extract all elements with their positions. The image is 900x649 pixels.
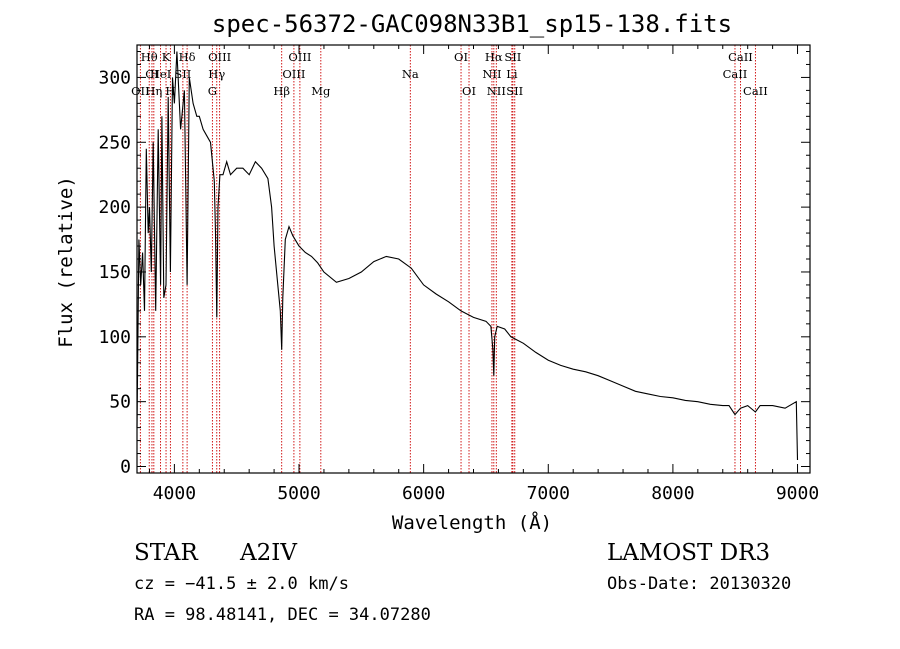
line-label-10: OIII bbox=[208, 50, 231, 64]
y-tick-label-0: 0 bbox=[120, 457, 131, 478]
line-label-4: HeI bbox=[150, 67, 171, 81]
chart-title: spec-56372-GAC098N33B1_sp15-138.fits bbox=[212, 10, 732, 38]
spectral-line-markers bbox=[139, 45, 756, 473]
y-tick-label-2: 100 bbox=[98, 327, 131, 348]
line-label-15: Mg bbox=[311, 84, 331, 98]
obs-date: Obs-Date: 20130320 bbox=[607, 574, 791, 594]
y-tick-label-4: 200 bbox=[98, 197, 131, 218]
object-subclass: A2IV bbox=[239, 540, 297, 566]
line-label-1: CI bbox=[145, 67, 158, 81]
y-axis-label: Flux (relative) bbox=[55, 176, 77, 348]
coordinates: RA = 98.48141, DEC = 34.07280 bbox=[134, 605, 431, 625]
line-label-14: OIII bbox=[288, 50, 311, 64]
line-label-27: CaII bbox=[743, 84, 768, 98]
line-label-22: SII bbox=[504, 50, 521, 64]
line-label-5: K bbox=[162, 50, 171, 64]
y-tick-label-6: 300 bbox=[98, 67, 131, 88]
line-label-11: Hγ bbox=[208, 67, 225, 81]
x-tick-label-0: 4000 bbox=[153, 483, 196, 504]
line-label-2: OII bbox=[131, 84, 150, 98]
y-tick-label-5: 250 bbox=[98, 132, 131, 153]
line-label-25: CaII bbox=[728, 50, 753, 64]
x-axis-label: Wavelength (Å) bbox=[392, 511, 552, 534]
axis-ticks: 4000 5000 6000 7000 8000 9000 0 50 100 150 200 250 3… bbox=[98, 45, 819, 504]
x-tick-label-4: 8000 bbox=[651, 483, 694, 504]
redshift-info: cz = −41.5 ± 2.0 km/s bbox=[134, 574, 349, 594]
line-label-26: CaII bbox=[723, 67, 748, 81]
line-label-18: OI bbox=[462, 84, 476, 98]
line-label-0: Hθ bbox=[141, 50, 158, 64]
y-tick-label-1: 50 bbox=[109, 392, 131, 413]
y-tick-label-3: 150 bbox=[98, 262, 131, 283]
survey-name: LAMOST DR3 bbox=[607, 540, 770, 566]
line-label-20: Hα bbox=[485, 50, 503, 64]
line-label-9: G bbox=[208, 84, 217, 98]
x-tick-label-2: 6000 bbox=[402, 483, 445, 504]
line-label-23: Li bbox=[506, 67, 518, 81]
line-label-21: NII bbox=[487, 84, 506, 98]
plot-frame bbox=[136, 44, 811, 474]
line-label-13: OIII bbox=[282, 67, 305, 81]
line-label-16: Na bbox=[402, 67, 419, 81]
line-label-17: OI bbox=[454, 50, 468, 64]
line-label-6: H bbox=[165, 84, 175, 98]
line-label-24: SII bbox=[506, 84, 523, 98]
x-tick-label-3: 7000 bbox=[527, 483, 570, 504]
line-label-12: Hβ bbox=[273, 84, 290, 98]
line-label-19: NII bbox=[482, 67, 501, 81]
object-type: STAR bbox=[134, 540, 198, 566]
line-label-3: Hη bbox=[145, 84, 162, 98]
flux-series-line bbox=[136, 51, 799, 461]
x-tick-label-1: 5000 bbox=[277, 483, 320, 504]
x-tick-label-5: 9000 bbox=[776, 483, 819, 504]
line-label-8: Hδ bbox=[179, 50, 196, 64]
